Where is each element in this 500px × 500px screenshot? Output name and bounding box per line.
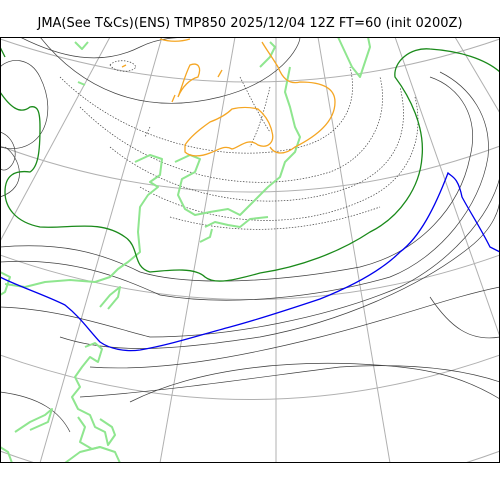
weather-map	[0, 37, 500, 463]
longitude-line	[318, 37, 390, 463]
isotherm	[0, 60, 48, 148]
longitude-line	[0, 37, 110, 297]
chart-title: JMA(See T&Cs)(ENS) TMP850 2025/12/04 12Z…	[0, 16, 500, 31]
coastline	[0, 37, 370, 463]
isotherm	[80, 366, 500, 397]
coastline-segment	[72, 343, 115, 445]
green-contour	[0, 49, 500, 281]
orange-contour	[172, 95, 175, 102]
coastline-segment	[78, 82, 85, 85]
map-frame	[0, 37, 500, 463]
coastline-segment	[260, 42, 275, 67]
coastline-segment	[15, 409, 52, 432]
orange-contour	[122, 65, 126, 67]
orange-contour	[218, 70, 222, 77]
isotherm	[0, 392, 70, 432]
coastline-segment	[0, 272, 10, 295]
coastline-segment	[75, 42, 88, 49]
isotherm	[430, 297, 500, 338]
isotherms	[0, 37, 500, 432]
coastline-segment	[78, 417, 100, 449]
longitude-line	[395, 37, 500, 337]
isotherm	[90, 287, 500, 368]
coastline-segment	[200, 229, 212, 242]
highlighted-contours	[0, 39, 500, 351]
isotherm	[145, 127, 150, 137]
coastline-segment	[65, 447, 120, 463]
latitude-line	[0, 37, 500, 82]
coastline-segment	[100, 287, 120, 309]
isotherm	[250, 87, 270, 147]
coastline-segment	[175, 67, 300, 215]
coastline-segment	[338, 37, 370, 77]
latitude-line	[0, 322, 500, 400]
coastline-segment	[5, 155, 162, 287]
isotherm	[20, 37, 200, 58]
isotherm	[60, 197, 500, 349]
blue-contour	[0, 173, 500, 351]
orange-contour	[178, 64, 200, 97]
